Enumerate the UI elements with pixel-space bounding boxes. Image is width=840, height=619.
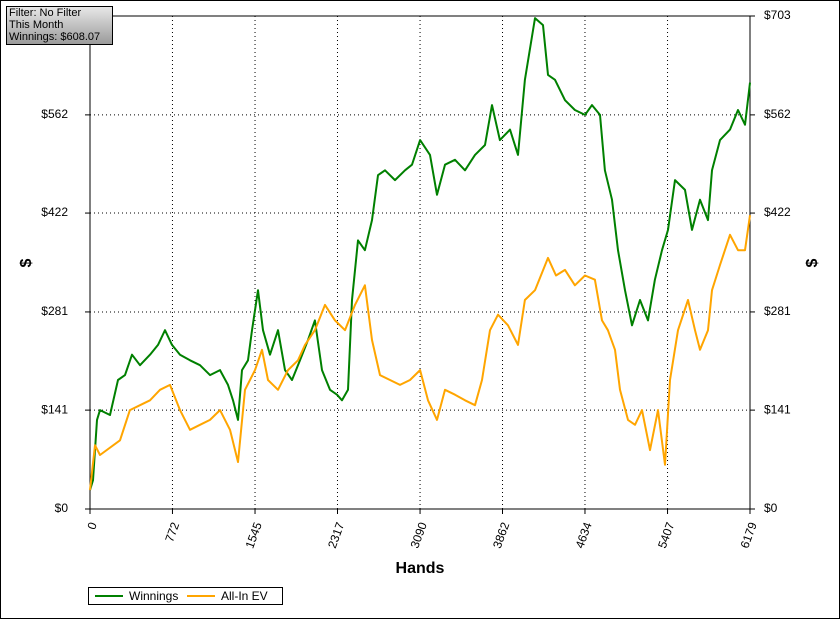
legend-label: All-In EV <box>221 589 268 603</box>
y2-tick-label: $562 <box>764 107 791 121</box>
y2-tick-label: $281 <box>764 304 791 318</box>
y-tick-label: $141 <box>41 402 68 416</box>
series-line <box>89 17 751 491</box>
y-axis-label: $ <box>18 258 35 267</box>
x-tick-label: 772 <box>162 520 182 544</box>
y-tick-label: $0 <box>55 501 69 515</box>
y-tick-label: $281 <box>41 304 68 318</box>
y-tick-label: $422 <box>41 205 68 219</box>
y2-tick-label: $0 <box>764 501 778 515</box>
filter-text: Filter: No Filter <box>9 7 81 19</box>
legend-label: Winnings <box>129 589 178 603</box>
y2-tick-label: $703 <box>764 8 791 22</box>
legend-box <box>88 587 283 605</box>
plot-area <box>89 15 751 510</box>
y2-axis-label: $ <box>804 258 821 267</box>
y-tick-label: $562 <box>41 107 68 121</box>
y2-tick-label: $422 <box>764 205 791 219</box>
filter-text: This Month <box>9 19 63 31</box>
filter-box <box>6 6 113 45</box>
x-tick-label: 0 <box>84 520 100 531</box>
filter-text: Winnings: $608.07 <box>9 31 100 43</box>
y2-tick-label: $141 <box>764 402 791 416</box>
series-line <box>89 215 751 491</box>
x-axis-label: Hands <box>396 560 445 577</box>
